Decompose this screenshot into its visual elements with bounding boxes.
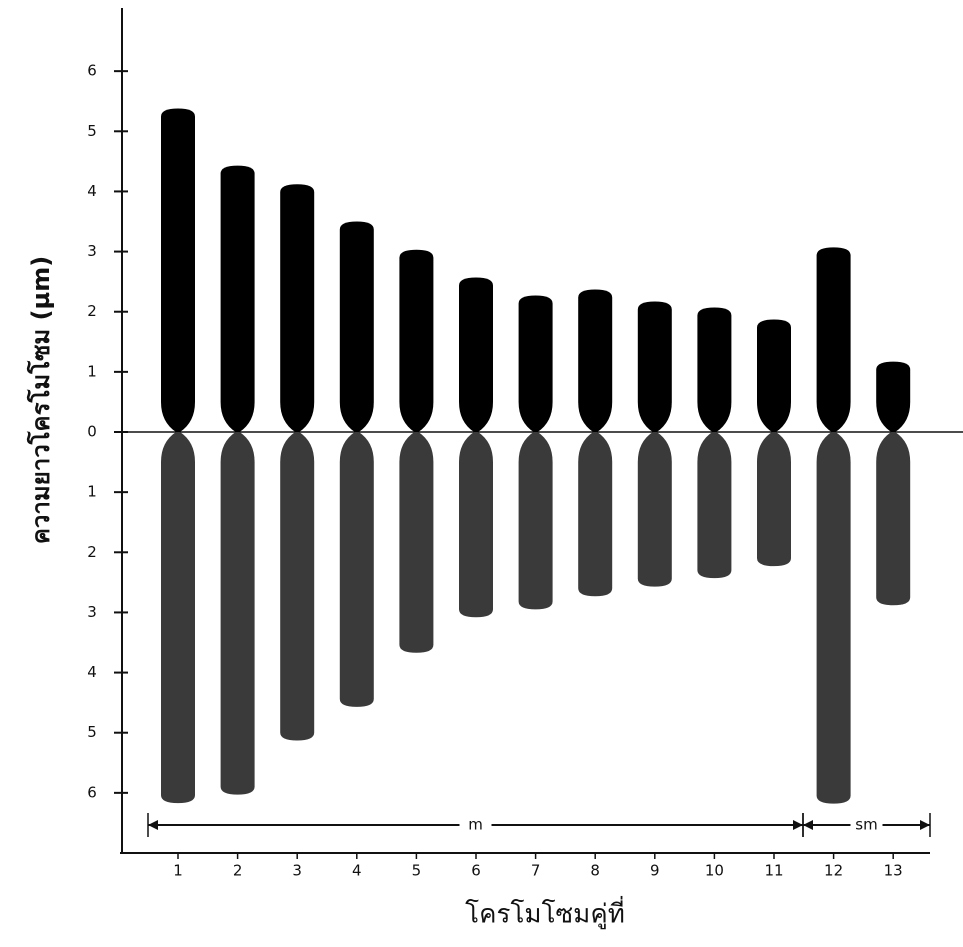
short-arm (280, 184, 315, 433)
long-arm (280, 432, 315, 741)
long-arm (339, 432, 374, 707)
x-tick-label: 12 (824, 862, 843, 880)
y-tick-label: 5 (87, 723, 97, 741)
x-tick-label: 8 (590, 862, 600, 880)
label-bg (850, 816, 883, 834)
y-tick-label: 6 (87, 783, 97, 801)
y-tick-label: 2 (87, 302, 97, 320)
long-arm (578, 432, 613, 597)
arrow-head (793, 820, 803, 830)
x-tick-label: 3 (292, 862, 302, 880)
y-tick-label: 6 (87, 62, 97, 80)
group-label: m (468, 816, 483, 834)
short-arm (757, 319, 791, 433)
short-arm (637, 301, 672, 433)
x-tick-label: 6 (471, 862, 481, 880)
long-arm (518, 432, 553, 610)
arrow-head (148, 820, 158, 830)
long-arm (757, 432, 791, 567)
y-tick-label: 1 (87, 483, 97, 501)
y-tick-label: 1 (87, 362, 97, 380)
y-tick-label: 2 (87, 543, 97, 561)
x-tick-label: 13 (884, 862, 903, 880)
y-tick-label: 3 (87, 603, 97, 621)
long-arm (637, 432, 672, 587)
short-arm (876, 361, 911, 433)
arrow-head (803, 820, 813, 830)
x-axis-label: โครโมโซมคู่ที่ (465, 896, 625, 930)
long-arm (459, 432, 493, 618)
long-arm (876, 432, 911, 606)
x-tick-label: 2 (233, 862, 243, 880)
long-arm (816, 432, 851, 804)
short-arm (399, 249, 434, 433)
group-label: sm (855, 816, 877, 834)
x-tick-label: 9 (650, 862, 660, 880)
short-arm (220, 165, 255, 433)
long-arm (220, 432, 255, 795)
long-arm (161, 432, 195, 804)
x-tick-label: 7 (531, 862, 541, 880)
x-tick-label: 1 (173, 862, 183, 880)
short-arm (161, 108, 195, 433)
x-tick-label: 10 (705, 862, 724, 880)
y-tick-label: 4 (87, 663, 97, 681)
short-arm (459, 277, 493, 433)
y-tick-label: 0 (87, 423, 97, 441)
x-tick-label: 11 (764, 862, 783, 880)
x-tick-label: 4 (352, 862, 362, 880)
y-tick-label: 5 (87, 122, 97, 140)
y-tick-label: 3 (87, 242, 97, 260)
short-arm (816, 247, 851, 433)
long-arm (399, 432, 434, 653)
short-arm (578, 289, 613, 433)
short-arm (697, 307, 732, 433)
long-arm (697, 432, 732, 579)
short-arm (518, 295, 553, 433)
arrow-head (920, 820, 930, 830)
x-tick-label: 5 (412, 862, 422, 880)
y-axis-label: ความยาวโครโมโซม (µm) (26, 256, 55, 544)
label-bg (459, 816, 492, 834)
y-tick-label: 4 (87, 182, 97, 200)
short-arm (339, 221, 374, 433)
